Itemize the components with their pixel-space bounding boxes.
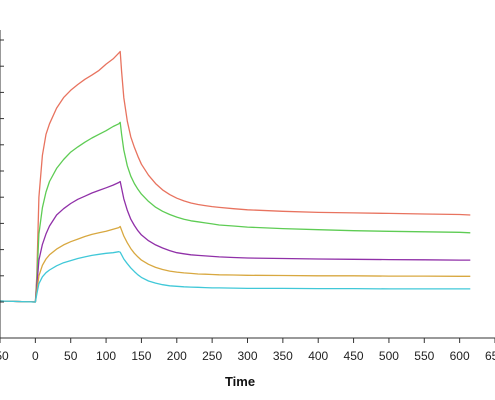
x-ticks-group: -50 0 50 100 150 200 250 300 350 400 450 500 550 600 6…: [0, 338, 495, 363]
x-tick-label: 350: [273, 349, 293, 363]
x-tick-label: -50: [0, 349, 9, 363]
x-tick-label: 550: [414, 349, 434, 363]
x-tick-label: 450: [344, 349, 364, 363]
plot-series-group: [0, 50, 471, 303]
x-tick-label: 300: [237, 349, 257, 363]
axes-group: [0, 30, 495, 339]
x-tick-label: 650: [485, 349, 495, 363]
x-tick-label: 100: [96, 349, 116, 363]
series-line-5: [0, 251, 471, 303]
x-axis-title: Time: [225, 374, 255, 389]
x-tick-label: 50: [64, 349, 78, 363]
series-line-2: [0, 121, 471, 303]
x-tick-label: 500: [379, 349, 399, 363]
y-ticks-group: [0, 39, 4, 303]
x-tick-label: 250: [202, 349, 222, 363]
x-tick-label: 150: [131, 349, 151, 363]
x-tick-label: 0: [32, 349, 39, 363]
series-line-4: [0, 225, 471, 303]
series-line-3: [0, 180, 471, 303]
x-tick-label: 600: [450, 349, 470, 363]
x-tick-label: 400: [308, 349, 328, 363]
x-tick-label: 200: [167, 349, 187, 363]
series-line-1: [0, 50, 471, 303]
